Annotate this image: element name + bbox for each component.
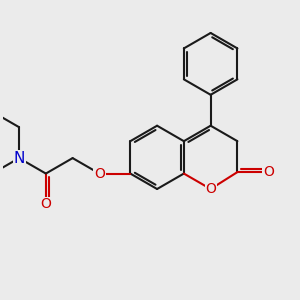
Text: O: O — [40, 197, 51, 212]
Text: O: O — [94, 167, 105, 181]
Text: O: O — [263, 165, 274, 179]
Text: O: O — [205, 182, 216, 196]
Text: N: N — [14, 151, 25, 166]
